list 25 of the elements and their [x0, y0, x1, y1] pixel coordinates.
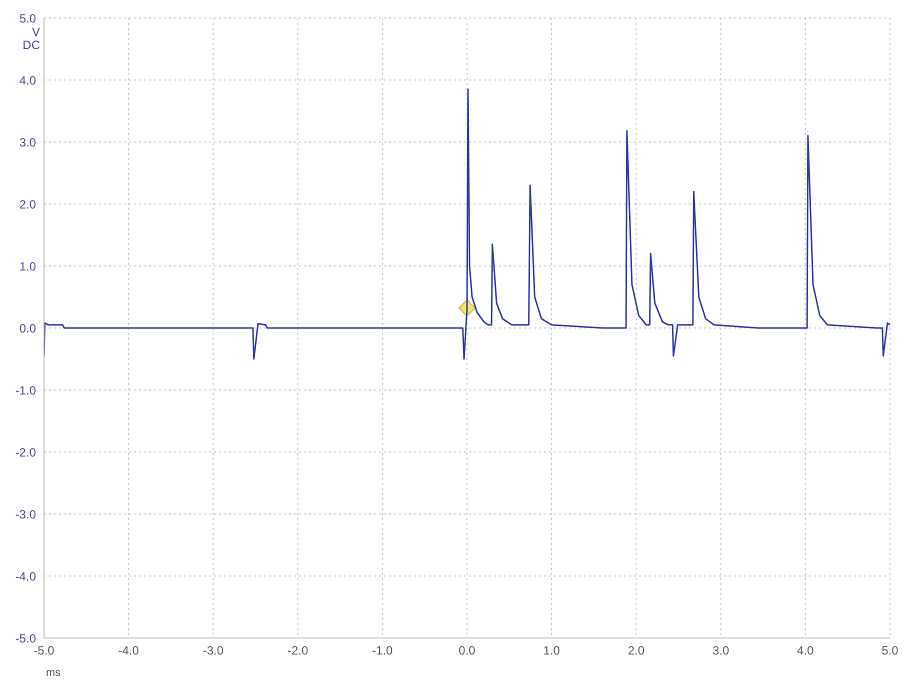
y-axis-title: V DC [22, 25, 40, 52]
x-tick-label: 1.0 [543, 644, 560, 658]
y-tick-label: 0.0 [19, 321, 36, 336]
x-tick-label: 4.0 [797, 644, 814, 658]
y-tick-label: 5.0 [19, 11, 36, 26]
y-tick-label: 2.0 [19, 197, 36, 212]
y-tick-label: 1.0 [19, 259, 36, 274]
x-tick-label: -4.0 [118, 644, 140, 658]
y-tick-label: -3.0 [15, 507, 36, 522]
y-tick-label: 3.0 [19, 135, 36, 150]
x-tick-label: -1.0 [372, 644, 394, 658]
x-tick-label: 0.0 [458, 644, 476, 658]
y-tick-label: 4.0 [19, 73, 36, 88]
y-tick-label: -1.0 [15, 383, 36, 398]
x-tick-label: 2.0 [628, 644, 645, 658]
x-tick-label: -3.0 [202, 644, 224, 658]
line-series [44, 88, 890, 360]
x-tick-label: -2.0 [287, 644, 308, 658]
y-tick-label: -4.0 [15, 569, 36, 584]
x-tick-label: 3.0 [712, 644, 730, 658]
x-tick-label: 5.0 [882, 644, 899, 658]
y-tick-label: -2.0 [15, 445, 36, 460]
y-tick-label: -5.0 [15, 631, 36, 646]
x-axis-title: ms [46, 667, 62, 679]
x-tick-label: -5.0 [34, 644, 55, 658]
